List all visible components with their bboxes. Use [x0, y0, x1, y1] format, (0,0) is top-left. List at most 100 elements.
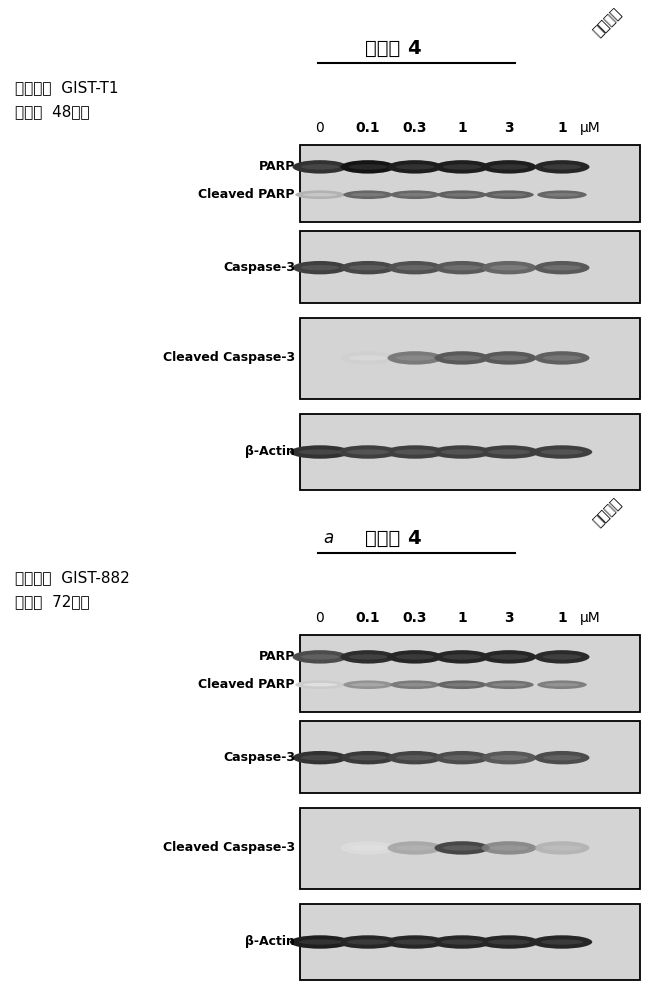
Ellipse shape — [347, 449, 389, 455]
Ellipse shape — [394, 939, 436, 945]
Ellipse shape — [388, 261, 443, 274]
Ellipse shape — [434, 160, 489, 174]
Ellipse shape — [535, 650, 590, 664]
Text: 3: 3 — [504, 121, 514, 135]
Ellipse shape — [482, 160, 537, 174]
Ellipse shape — [441, 939, 483, 945]
Text: 1: 1 — [457, 611, 467, 625]
Ellipse shape — [293, 751, 348, 764]
Text: Caspase-3: Caspase-3 — [223, 261, 295, 274]
Ellipse shape — [490, 164, 528, 170]
Text: 0.3: 0.3 — [403, 611, 427, 625]
Text: 3: 3 — [504, 611, 514, 625]
Ellipse shape — [293, 650, 348, 664]
Ellipse shape — [300, 164, 339, 170]
Ellipse shape — [396, 755, 434, 760]
Ellipse shape — [541, 449, 583, 455]
Ellipse shape — [535, 261, 590, 274]
Ellipse shape — [432, 935, 492, 949]
Ellipse shape — [349, 355, 387, 361]
Ellipse shape — [338, 445, 398, 459]
Ellipse shape — [492, 683, 526, 686]
Ellipse shape — [343, 190, 393, 199]
Text: 0.3: 0.3 — [403, 121, 427, 135]
Ellipse shape — [543, 265, 581, 270]
Text: 化合物: 化合物 — [365, 39, 400, 58]
Ellipse shape — [543, 164, 581, 170]
Ellipse shape — [432, 445, 492, 459]
Ellipse shape — [482, 351, 537, 365]
Ellipse shape — [302, 683, 337, 686]
Ellipse shape — [340, 261, 396, 274]
Ellipse shape — [390, 680, 440, 689]
Text: Cleaved PARP: Cleaved PARP — [199, 188, 295, 201]
Ellipse shape — [396, 164, 434, 170]
Ellipse shape — [349, 845, 387, 851]
Ellipse shape — [343, 680, 393, 689]
Ellipse shape — [293, 160, 348, 174]
Text: μM: μM — [580, 611, 600, 625]
Text: β-Actin: β-Actin — [245, 936, 295, 948]
Ellipse shape — [434, 261, 489, 274]
Ellipse shape — [398, 683, 432, 686]
Ellipse shape — [351, 193, 385, 196]
Ellipse shape — [299, 939, 341, 945]
FancyBboxPatch shape — [300, 635, 640, 712]
Ellipse shape — [434, 751, 489, 764]
Text: 0: 0 — [316, 121, 324, 135]
FancyBboxPatch shape — [300, 231, 640, 303]
Ellipse shape — [535, 160, 590, 174]
Ellipse shape — [482, 751, 537, 764]
Ellipse shape — [299, 449, 341, 455]
Ellipse shape — [543, 755, 581, 760]
Ellipse shape — [388, 841, 443, 855]
Ellipse shape — [441, 449, 483, 455]
Text: 1: 1 — [557, 611, 567, 625]
Ellipse shape — [541, 939, 583, 945]
Ellipse shape — [302, 193, 337, 196]
Ellipse shape — [438, 680, 487, 689]
Ellipse shape — [388, 650, 443, 664]
Ellipse shape — [445, 193, 480, 196]
Ellipse shape — [479, 935, 539, 949]
Ellipse shape — [349, 265, 387, 270]
Ellipse shape — [300, 755, 339, 760]
Text: β-Actin: β-Actin — [245, 446, 295, 458]
Text: Cleaved Caspase-3: Cleaved Caspase-3 — [163, 351, 295, 364]
Ellipse shape — [390, 190, 440, 199]
Ellipse shape — [488, 939, 530, 945]
Ellipse shape — [443, 265, 482, 270]
Ellipse shape — [300, 265, 339, 270]
Ellipse shape — [488, 449, 530, 455]
Ellipse shape — [537, 680, 586, 689]
Ellipse shape — [492, 193, 526, 196]
Ellipse shape — [434, 841, 489, 855]
Ellipse shape — [396, 265, 434, 270]
Ellipse shape — [396, 654, 434, 660]
Ellipse shape — [544, 193, 579, 196]
FancyBboxPatch shape — [300, 145, 640, 222]
Ellipse shape — [295, 680, 345, 689]
Ellipse shape — [300, 654, 339, 660]
Ellipse shape — [490, 355, 528, 361]
Text: Caspase-3: Caspase-3 — [223, 751, 295, 764]
Ellipse shape — [532, 935, 592, 949]
Ellipse shape — [351, 683, 385, 686]
Ellipse shape — [445, 683, 480, 686]
Text: PARP: PARP — [258, 650, 295, 663]
Text: 0.1: 0.1 — [356, 121, 380, 135]
Text: 伊马替尼: 伊马替尼 — [590, 496, 624, 529]
Ellipse shape — [535, 751, 590, 764]
Text: 化合物: 化合物 — [365, 529, 400, 548]
Ellipse shape — [490, 755, 528, 760]
Ellipse shape — [543, 845, 581, 851]
Text: a: a — [323, 529, 333, 547]
Text: PARP: PARP — [258, 160, 295, 173]
Text: 伊马替尼: 伊马替尼 — [590, 6, 624, 39]
Text: μM: μM — [580, 121, 600, 135]
Ellipse shape — [388, 351, 443, 365]
Ellipse shape — [535, 351, 590, 365]
Ellipse shape — [490, 654, 528, 660]
Ellipse shape — [295, 190, 345, 199]
Ellipse shape — [543, 355, 581, 361]
